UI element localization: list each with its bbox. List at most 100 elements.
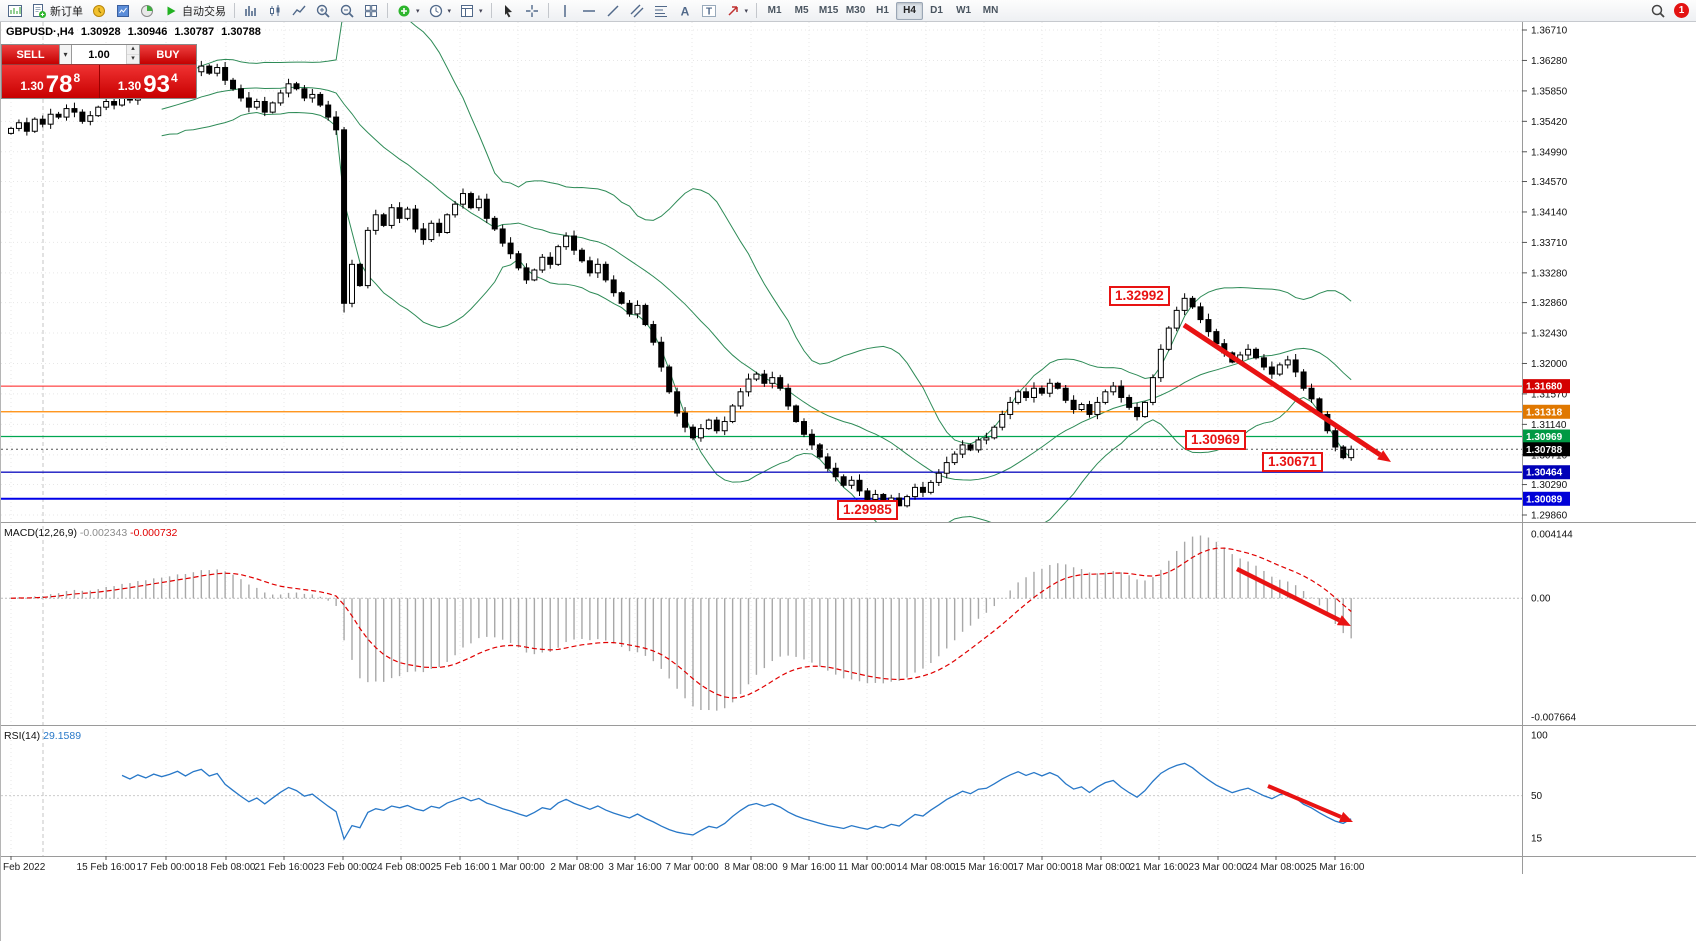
chart-window-button[interactable] — [3, 1, 27, 21]
chart-window[interactable]: 1.36710 1.36280 1.35850 1.35420 1.34990 1.345… — [0, 22, 1696, 941]
templates-icon — [461, 4, 474, 17]
trade-options-dropdown[interactable]: ▾ — [59, 45, 72, 64]
svg-text:21 Feb 16:00: 21 Feb 16:00 — [255, 862, 314, 873]
text-button[interactable]: A — [673, 1, 697, 21]
price-tag: 1.30788 — [1523, 442, 1570, 457]
tile-windows-button[interactable] — [359, 1, 383, 21]
new-order-label: 新订单 — [50, 5, 83, 18]
trendline-icon — [607, 4, 619, 17]
svg-text:0.004144: 0.004144 — [1531, 530, 1573, 541]
zoom-out-button[interactable] — [335, 1, 359, 21]
notification-badge[interactable]: 1 — [1674, 3, 1689, 18]
indicators-button[interactable]: ▾ — [392, 1, 424, 21]
candlestick-chart-icon — [270, 4, 280, 16]
svg-text:1.31680: 1.31680 — [1526, 382, 1563, 393]
sell-price-sup: 8 — [73, 71, 81, 85]
trendline-button[interactable] — [601, 1, 625, 21]
price-annotation-label[interactable]: 1.30671 — [1262, 452, 1323, 472]
autotrading-button[interactable]: 自动交易 — [159, 1, 230, 21]
svg-text:1.30290: 1.30290 — [1531, 480, 1568, 491]
svg-text:18 Feb 08:00: 18 Feb 08:00 — [197, 862, 256, 873]
toolbar-separator — [756, 3, 758, 18]
svg-text:1.32000: 1.32000 — [1531, 359, 1568, 370]
svg-text:1.31140: 1.31140 — [1531, 420, 1567, 431]
price-annotation-label[interactable]: 1.29985 — [837, 500, 898, 520]
symbol-name: GBPUSD·,H4 — [6, 26, 74, 38]
navigator-icon — [141, 4, 153, 17]
timeframe-m30-button[interactable]: M30 — [845, 5, 866, 16]
timeframe-h1-button[interactable]: H1 — [876, 5, 889, 16]
crosshair-button[interactable] — [520, 1, 544, 21]
vertical-line-icon — [563, 4, 566, 17]
svg-text:0.00: 0.00 — [1531, 594, 1551, 605]
timeframe-h4-button[interactable]: H4 — [896, 1, 924, 20]
sell-button[interactable]: SELL — [2, 45, 59, 64]
svg-text:1.30464: 1.30464 — [1526, 468, 1563, 479]
sell-price-display[interactable]: 1.30 78 8 — [2, 65, 99, 98]
periods-button[interactable]: ▾ — [424, 1, 456, 21]
dropdown-caret-icon: ▾ — [479, 7, 483, 15]
buy-button[interactable]: BUY — [139, 45, 196, 64]
svg-text:1.34570: 1.34570 — [1531, 177, 1568, 188]
search-button[interactable] — [1646, 1, 1670, 21]
volume-increase-button[interactable]: ▴ — [127, 45, 139, 55]
text-a-icon: A — [680, 4, 689, 18]
channel-button[interactable] — [625, 1, 649, 21]
time-axis[interactable]: Feb 2022 15 Feb 16:00 17 Feb 00:00 18 Feb 0… — [3, 856, 1365, 873]
price-tag: 1.30969 — [1523, 429, 1570, 444]
timeframe-m1-button[interactable]: M1 — [767, 5, 782, 16]
panel-borders — [1, 22, 1696, 874]
rsi-line — [121, 762, 1352, 841]
price-axis[interactable]: 1.36710 1.36280 1.35850 1.35420 1.34990 1.345… — [1522, 26, 1576, 845]
price-annotation-label[interactable]: 1.30969 — [1185, 430, 1246, 450]
svg-text:21 Mar 16:00: 21 Mar 16:00 — [1130, 862, 1189, 873]
search-icon — [1651, 4, 1665, 18]
crosshair-icon — [525, 4, 538, 17]
buy-price-display[interactable]: 1.30 93 4 — [99, 65, 196, 98]
svg-text:1.35420: 1.35420 — [1531, 117, 1568, 128]
arrows-tool-button[interactable]: ▾ — [721, 1, 753, 21]
price-annotation-label[interactable]: 1.32992 — [1109, 286, 1170, 306]
fibonacci-button[interactable] — [649, 1, 673, 21]
price-annotations-layer: 1.32992 1.30969 1.30671 1.29985 — [1, 22, 1696, 941]
timeframe-w1-button[interactable]: W1 — [956, 5, 972, 16]
price-chart-canvas[interactable]: 1.36710 1.36280 1.35850 1.35420 1.34990 1.345… — [1, 22, 1696, 941]
timeframe-m5-button[interactable]: M5 — [794, 5, 809, 16]
svg-text:15: 15 — [1531, 834, 1543, 845]
volume-input[interactable] — [72, 45, 126, 64]
timeframe-m15-button[interactable]: M15 — [818, 5, 839, 16]
timeframe-mn-button[interactable]: MN — [982, 5, 999, 16]
line-chart-button[interactable] — [287, 1, 311, 21]
horizontal-line-icon — [582, 9, 595, 12]
bar-chart-button[interactable] — [239, 1, 263, 21]
volume-decrease-button[interactable]: ▾ — [127, 54, 139, 64]
horizontal-lines-layer[interactable] — [1, 385, 1522, 500]
tile-windows-icon — [365, 4, 377, 17]
candlestick-chart-button[interactable] — [263, 1, 287, 21]
timeframe-d1-button[interactable]: D1 — [930, 5, 943, 16]
new-order-button[interactable]: 新订单 — [27, 1, 87, 21]
cursor-button[interactable] — [496, 1, 520, 21]
new-order-icon — [33, 3, 46, 18]
dropdown-caret-icon: ▾ — [744, 7, 749, 15]
symbol-ohlc-bar: GBPUSD·,H4 1.30928 1.30946 1.30787 1.307… — [6, 26, 261, 38]
templates-button[interactable]: ▾ — [455, 1, 487, 21]
label-button[interactable]: T — [697, 1, 721, 21]
zoom-out-icon — [340, 4, 354, 18]
arrow-object-icon — [728, 5, 738, 16]
svg-text:25 Feb 16:00: 25 Feb 16:00 — [431, 862, 490, 873]
svg-text:T: T — [705, 6, 711, 17]
svg-text:18 Mar 08:00: 18 Mar 08:00 — [1072, 862, 1131, 873]
buy-price-main: 1.30 — [117, 79, 142, 93]
horizontal-line-button[interactable] — [577, 1, 601, 21]
navigator-button[interactable] — [135, 1, 159, 21]
dropdown-caret-icon: ▾ — [416, 7, 420, 15]
history-center-button[interactable] — [87, 1, 111, 21]
trend-arrows[interactable] — [1182, 322, 1391, 822]
zoom-in-button[interactable] — [311, 1, 335, 21]
buy-price-big: 93 — [143, 71, 170, 98]
market-watch-button[interactable] — [111, 1, 135, 21]
cursor-icon — [504, 4, 512, 17]
vertical-line-button[interactable] — [553, 1, 577, 21]
